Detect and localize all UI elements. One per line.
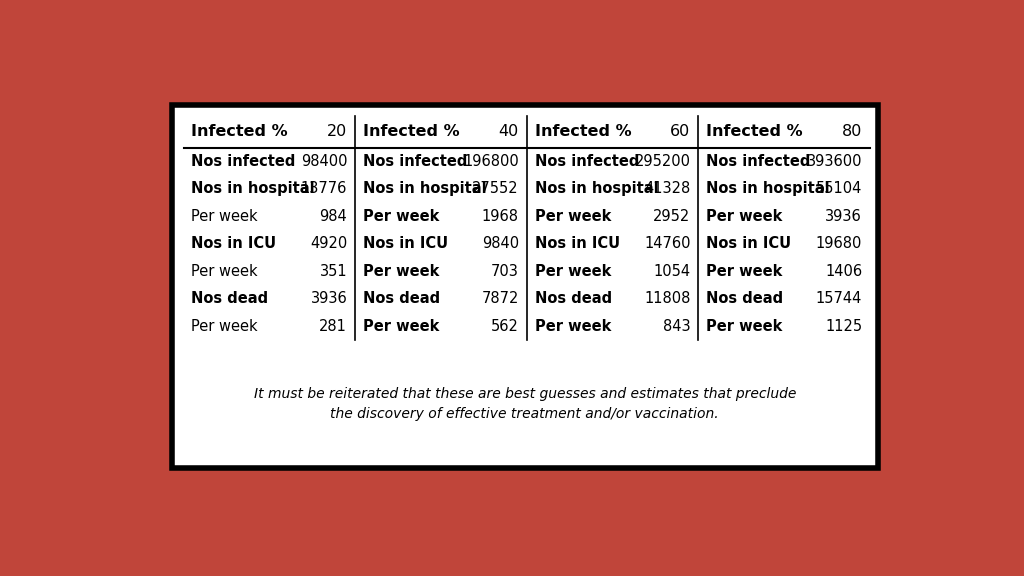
Text: Per week: Per week bbox=[707, 264, 782, 279]
Text: 15744: 15744 bbox=[816, 291, 862, 306]
Text: Nos infected: Nos infected bbox=[535, 154, 639, 169]
Text: 703: 703 bbox=[490, 264, 519, 279]
Text: Infected %: Infected % bbox=[707, 124, 803, 139]
Text: Nos in ICU: Nos in ICU bbox=[364, 236, 449, 251]
Text: 562: 562 bbox=[490, 319, 519, 334]
Text: Infected %: Infected % bbox=[364, 124, 460, 139]
Text: Per week: Per week bbox=[191, 319, 258, 334]
Text: 196800: 196800 bbox=[463, 154, 519, 169]
Text: Nos in hospital: Nos in hospital bbox=[535, 181, 658, 196]
Text: Per week: Per week bbox=[364, 209, 439, 224]
Text: Per week: Per week bbox=[364, 264, 439, 279]
Text: It must be reiterated that these are best guesses and estimates that preclude: It must be reiterated that these are bes… bbox=[254, 387, 796, 401]
Text: Per week: Per week bbox=[364, 319, 439, 334]
Text: 295200: 295200 bbox=[635, 154, 690, 169]
Text: Nos in ICU: Nos in ICU bbox=[191, 236, 276, 251]
Text: Nos in ICU: Nos in ICU bbox=[535, 236, 620, 251]
Text: 80: 80 bbox=[842, 124, 862, 139]
Text: Per week: Per week bbox=[191, 264, 258, 279]
Text: 2952: 2952 bbox=[653, 209, 690, 224]
Text: Nos infected: Nos infected bbox=[191, 154, 296, 169]
Text: Per week: Per week bbox=[535, 209, 611, 224]
Text: 55104: 55104 bbox=[816, 181, 862, 196]
Text: Per week: Per week bbox=[535, 319, 611, 334]
Text: Nos dead: Nos dead bbox=[364, 291, 440, 306]
Text: 40: 40 bbox=[499, 124, 519, 139]
Text: Per week: Per week bbox=[707, 319, 782, 334]
Text: Nos dead: Nos dead bbox=[191, 291, 268, 306]
Text: Per week: Per week bbox=[191, 209, 258, 224]
Text: 27552: 27552 bbox=[472, 181, 519, 196]
Text: 3936: 3936 bbox=[310, 291, 347, 306]
Text: Nos dead: Nos dead bbox=[707, 291, 783, 306]
Text: 20: 20 bbox=[327, 124, 347, 139]
Text: Nos in hospital: Nos in hospital bbox=[191, 181, 315, 196]
Text: 60: 60 bbox=[671, 124, 690, 139]
Text: the discovery of effective treatment and/or vaccination.: the discovery of effective treatment and… bbox=[331, 407, 719, 421]
Text: 9840: 9840 bbox=[481, 236, 519, 251]
Text: 14760: 14760 bbox=[644, 236, 690, 251]
Text: 1054: 1054 bbox=[653, 264, 690, 279]
Text: Nos in ICU: Nos in ICU bbox=[707, 236, 792, 251]
Text: 281: 281 bbox=[319, 319, 347, 334]
Text: 41328: 41328 bbox=[644, 181, 690, 196]
Text: 11808: 11808 bbox=[644, 291, 690, 306]
Text: 1406: 1406 bbox=[825, 264, 862, 279]
Text: 393600: 393600 bbox=[807, 154, 862, 169]
Text: 4920: 4920 bbox=[310, 236, 347, 251]
Text: Per week: Per week bbox=[707, 209, 782, 224]
Text: Nos infected: Nos infected bbox=[364, 154, 468, 169]
Text: Nos infected: Nos infected bbox=[707, 154, 811, 169]
Text: 984: 984 bbox=[319, 209, 347, 224]
Text: 98400: 98400 bbox=[301, 154, 347, 169]
Text: Infected %: Infected % bbox=[191, 124, 288, 139]
Text: 351: 351 bbox=[319, 264, 347, 279]
Text: Nos in hospital: Nos in hospital bbox=[707, 181, 830, 196]
Text: 7872: 7872 bbox=[481, 291, 519, 306]
Text: 19680: 19680 bbox=[816, 236, 862, 251]
Text: Infected %: Infected % bbox=[535, 124, 632, 139]
Text: 1125: 1125 bbox=[825, 319, 862, 334]
Text: 1968: 1968 bbox=[482, 209, 519, 224]
Text: Per week: Per week bbox=[535, 264, 611, 279]
Text: 3936: 3936 bbox=[825, 209, 862, 224]
Text: 13776: 13776 bbox=[301, 181, 347, 196]
Text: 843: 843 bbox=[663, 319, 690, 334]
FancyBboxPatch shape bbox=[172, 105, 878, 468]
Text: Nos dead: Nos dead bbox=[535, 291, 612, 306]
Text: Nos in hospital: Nos in hospital bbox=[364, 181, 486, 196]
